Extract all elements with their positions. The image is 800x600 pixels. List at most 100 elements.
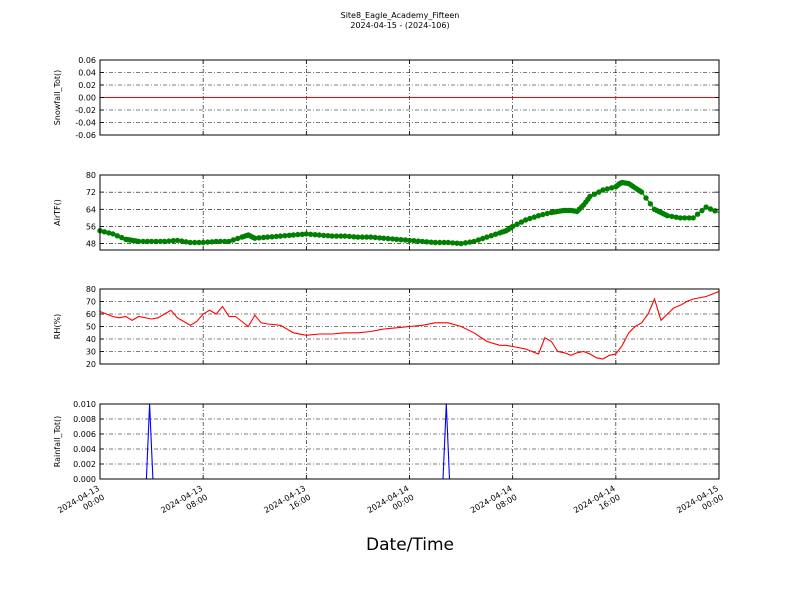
airtemp-data-point xyxy=(320,232,327,239)
x-tick-label: 2024-04-1416:00 xyxy=(572,484,622,524)
rh-y-tick-label: 30 xyxy=(86,348,96,357)
x-tick-label: 2024-04-1316:00 xyxy=(263,484,313,524)
airtemp-data-point xyxy=(682,215,688,221)
airtemp-data-point xyxy=(269,234,275,240)
airtemp-data-point xyxy=(638,189,645,195)
rainfall-y-tick-label: 0.006 xyxy=(73,430,96,439)
airtemp-data-point xyxy=(290,232,297,238)
airtemp-data-point xyxy=(458,240,464,247)
airtemp-data-point xyxy=(604,186,610,192)
chart-title: Site8_Eagle_Academy_Fifteen xyxy=(340,11,460,20)
airtemp-data-point xyxy=(484,234,490,240)
rh-y-tick-label: 20 xyxy=(86,360,96,369)
snowfall-y-axis-label: Snowfall_Tot() xyxy=(53,70,62,126)
airtemp-data-point xyxy=(544,210,550,217)
rainfall-y-tick-label: 0.010 xyxy=(73,400,96,409)
airtemp-data-point xyxy=(179,238,185,244)
airtemp-data-point xyxy=(346,233,353,240)
airtemp-data-point xyxy=(527,215,533,222)
airtemp-data-point xyxy=(282,233,288,239)
airtemp-data-point xyxy=(114,233,121,239)
airtemp-panel: 80 72 64 56 48 AirTF() xyxy=(53,171,720,251)
airtemp-data-point xyxy=(449,240,456,246)
snowfall-y-tick-label: 0.06 xyxy=(78,56,96,65)
airtemp-data-point xyxy=(393,236,400,243)
airtemp-data-point xyxy=(432,239,438,246)
airtemp-data-point xyxy=(174,237,181,244)
airtemp-data-point xyxy=(316,232,322,238)
airtemp-data-point xyxy=(596,189,602,195)
rainfall-y-tick-label: 0.002 xyxy=(73,460,96,469)
rainfall-axes-frame xyxy=(99,403,720,480)
snowfall-panel: 0.06 0.04 0.02 0.00 -0.02 -0.04 -0.06 Snowfall_… xyxy=(53,56,720,140)
x-axis-label: Date/Time xyxy=(366,535,454,555)
airtemp-data-point xyxy=(148,238,155,245)
rh-y-tick-label: 50 xyxy=(86,323,96,332)
airtemp-data-point xyxy=(252,235,258,241)
airtemp-data-point xyxy=(140,238,146,245)
airtemp-data-point xyxy=(437,239,443,246)
airtemp-data-point xyxy=(398,237,404,243)
airtemp-data-point xyxy=(256,235,262,241)
airtemp-data-point xyxy=(419,238,426,245)
airtemp-data-point xyxy=(669,213,675,220)
airtemp-data-point xyxy=(183,239,189,245)
airtemp-data-point xyxy=(406,237,413,244)
airtemp-data-point xyxy=(664,213,671,219)
airtemp-data-point xyxy=(591,191,598,197)
airtemp-data-point xyxy=(587,193,593,200)
snowfall-y-tick-label: 0.04 xyxy=(78,69,96,78)
airtemp-data-point xyxy=(161,238,168,245)
rh-y-tick-label: 80 xyxy=(86,285,96,294)
rainfall-y-tick-label: 0.004 xyxy=(73,445,96,454)
airtemp-y-tick-label: 64 xyxy=(86,205,96,214)
airtemp-data-point xyxy=(707,206,714,212)
airtemp-data-point xyxy=(445,239,451,246)
snowfall-y-tick-label: 0.00 xyxy=(78,94,96,103)
airtemp-data-point xyxy=(329,233,335,239)
rh-y-axis-label: RH(%) xyxy=(53,314,62,339)
airtemp-data-point xyxy=(712,208,718,214)
airtemp-data-point xyxy=(518,219,525,225)
x-tick-label: 2024-04-1308:00 xyxy=(159,484,209,524)
airtemp-y-tick-label: 56 xyxy=(86,222,96,231)
airtemp-data-point xyxy=(694,211,701,217)
airtemp-data-point xyxy=(333,233,340,239)
airtemp-data-point xyxy=(385,235,391,242)
airtemp-data-point xyxy=(411,238,417,244)
rainfall-panel: 0.010 0.008 0.006 0.004 0.002 0.000 Rainfall_T… xyxy=(53,400,720,484)
airtemp-data-point xyxy=(462,240,469,246)
airtemp-data-point xyxy=(522,217,529,223)
airtemp-data-point xyxy=(217,238,224,245)
airtemp-data-point xyxy=(136,238,142,245)
airtemp-data-point xyxy=(372,234,378,241)
rainfall-y-tick-label: 0.008 xyxy=(73,415,96,424)
rainfall-y-tick-label: 0.000 xyxy=(73,475,96,484)
airtemp-data-point xyxy=(213,238,219,245)
airtemp-data-point xyxy=(277,233,284,239)
airtemp-data-point xyxy=(295,231,301,238)
x-tick-label: 2024-04-1300:00 xyxy=(56,484,106,524)
chart-subtitle: 2024-04-15 - (2024-106) xyxy=(350,21,450,30)
airtemp-data-point xyxy=(226,238,232,245)
airtemp-data-point xyxy=(192,239,198,246)
airtemp-data-point xyxy=(187,239,194,246)
airtemp-y-axis-label: AirTF() xyxy=(53,199,62,226)
airtemp-data-point xyxy=(200,239,206,246)
rh-y-tick-label: 70 xyxy=(86,298,96,307)
airtemp-data-point xyxy=(677,215,683,221)
rainfall-y-axis-label: Rainfall_Tot() xyxy=(53,416,62,468)
airtemp-data-point xyxy=(204,239,211,245)
rh-series-line xyxy=(99,290,720,360)
snowfall-y-tick-label: -0.06 xyxy=(75,131,96,140)
airtemp-data-point xyxy=(153,238,159,245)
airtemp-data-point xyxy=(510,223,516,230)
airtemp-data-point xyxy=(475,237,482,243)
airtemp-data-point xyxy=(342,233,348,239)
airtemp-data-point xyxy=(600,187,606,193)
airtemp-data-point xyxy=(540,211,546,218)
airtemp-data-point xyxy=(381,235,387,241)
airtemp-data-point xyxy=(166,238,172,244)
airtemp-data-point xyxy=(703,204,709,210)
airtemp-y-tick-label: 72 xyxy=(86,188,96,197)
